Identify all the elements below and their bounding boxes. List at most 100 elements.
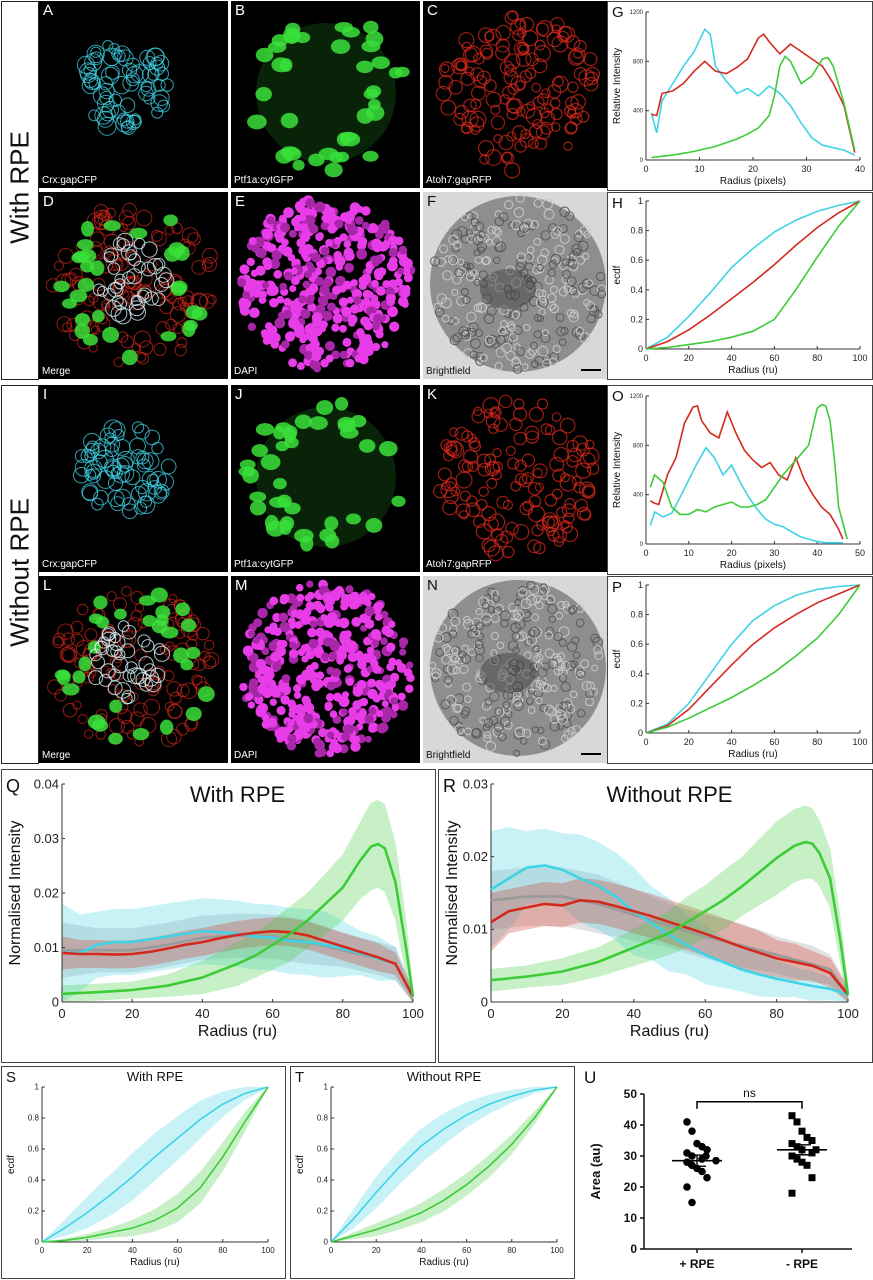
y-tick-label: 0.02 bbox=[34, 885, 59, 900]
series-line-red bbox=[651, 33, 856, 153]
panel-caption: Atoh7:gapRFP bbox=[426, 559, 492, 570]
data-point bbox=[703, 1146, 711, 1154]
data-point bbox=[803, 1161, 811, 1169]
micrograph-n: N Brightfield bbox=[423, 576, 612, 763]
data-point bbox=[798, 1158, 806, 1166]
y-tick-label: 0.04 bbox=[34, 776, 59, 791]
x-tick-label: 80 bbox=[812, 353, 822, 363]
x-tick-label: 20 bbox=[684, 737, 694, 747]
data-point bbox=[688, 1127, 696, 1135]
x-tick-label: 30 bbox=[801, 164, 811, 174]
data-point bbox=[798, 1127, 806, 1135]
y-tick-label: 0.6 bbox=[630, 639, 643, 649]
chart-letter: H bbox=[612, 195, 623, 212]
data-point bbox=[688, 1198, 696, 1207]
panel-letter: M bbox=[235, 577, 248, 594]
panel-caption: Crx:gapCFP bbox=[42, 175, 98, 186]
series-line-cyan bbox=[330, 1086, 558, 1243]
micrograph-a: A Crx:gapCFP bbox=[39, 1, 228, 188]
x-tick-label: 60 bbox=[265, 1006, 279, 1021]
y-tick-label: 0 bbox=[35, 1238, 40, 1247]
series-line-cyan bbox=[645, 584, 861, 734]
chart-letter: G bbox=[612, 4, 624, 21]
data-point bbox=[683, 1183, 691, 1191]
x-tick-label: 50 bbox=[855, 548, 865, 558]
y-tick-label: 0.03 bbox=[34, 831, 59, 846]
micrograph-m: M DAPI bbox=[231, 576, 420, 763]
x-tick-label: 40 bbox=[855, 164, 865, 174]
micrograph-l: L Merge bbox=[39, 576, 228, 763]
y-tick-label: 0.8 bbox=[630, 610, 643, 620]
chart-title: Without RPE bbox=[407, 1069, 482, 1084]
panel-caption: DAPI bbox=[234, 366, 258, 377]
y-tick-label: 400 bbox=[633, 109, 644, 115]
micrograph-d: D Merge bbox=[39, 192, 228, 379]
chart-letter: T bbox=[295, 1069, 304, 1086]
panel-letter: B bbox=[235, 2, 246, 19]
series-line-cyan bbox=[650, 27, 856, 156]
micrograph-e: E DAPI bbox=[231, 192, 420, 379]
y-axis-label: Area (au) bbox=[588, 1143, 603, 1199]
significance-label: ns bbox=[743, 1086, 756, 1100]
chart-r: R 0 20 40 60 80 100 0 0.01 0.02 0.03 Radius (ru) Nor… bbox=[438, 769, 873, 1063]
panel-caption: DAPI bbox=[234, 750, 258, 761]
micrograph-j: J Ptf1a:cytGFP bbox=[231, 385, 420, 572]
x-tick-label: 60 bbox=[462, 1246, 471, 1255]
x-tick-label: 40 bbox=[727, 737, 737, 747]
x-axis-label: Radius (ru) bbox=[728, 749, 777, 760]
y-tick-label: 1 bbox=[638, 196, 643, 206]
series-line-green bbox=[490, 840, 850, 995]
chart-u: U 0 10 20 30 40 50 Area (au) + RPE - RPE ns bbox=[582, 1066, 871, 1277]
micrograph-b: B Ptf1a:cytGFP bbox=[231, 1, 420, 188]
data-point bbox=[808, 1174, 816, 1182]
y-tick-label: 0 bbox=[324, 1238, 329, 1247]
x-axis-label: Radius (ru) bbox=[728, 365, 777, 376]
y-tick-label: 0.4 bbox=[28, 1176, 40, 1185]
chart-h: H 0 20 40 60 80 100 0 0.2 0.4 0.6 0.8 1 Radius (ru) ec… bbox=[607, 192, 873, 380]
data-point bbox=[788, 1140, 796, 1148]
x-tick-label: 30 bbox=[769, 548, 779, 558]
panel-letter: L bbox=[43, 577, 52, 594]
series-line-green bbox=[651, 55, 856, 159]
y-tick-label: 20 bbox=[624, 1180, 638, 1194]
y-tick-label: 30 bbox=[624, 1149, 638, 1163]
y-axis-label: ecdf bbox=[295, 1155, 306, 1174]
y-tick-label: 0.4 bbox=[630, 669, 643, 679]
x-tick-label: 0 bbox=[643, 737, 648, 747]
panel-letter: J bbox=[235, 386, 243, 403]
y-tick-label: 0 bbox=[638, 728, 643, 738]
x-tick-label: 100 bbox=[852, 353, 867, 363]
y-tick-label: 0 bbox=[640, 158, 644, 164]
x-tick-label: 40 bbox=[812, 548, 822, 558]
x-axis-label: Radius (ru) bbox=[630, 1023, 709, 1040]
chart-letter: P bbox=[612, 579, 622, 596]
y-tick-label: 0.6 bbox=[630, 255, 643, 265]
x-tick-label: 80 bbox=[336, 1006, 350, 1021]
panel-letter: C bbox=[427, 2, 438, 19]
x-tick-label: 40 bbox=[128, 1246, 137, 1255]
x-tick-label: 0 bbox=[643, 164, 648, 174]
panel-caption: Brightfield bbox=[426, 366, 471, 377]
x-tick-label: 0 bbox=[487, 1006, 494, 1021]
chart-o: O 0 10 20 30 40 50 0 400 800 1200 Radius (pixels) Re… bbox=[607, 385, 873, 575]
chart-p: P 0 20 40 60 80 100 0 0.2 0.4 0.6 0.8 1 Radius (ru) ec… bbox=[607, 576, 873, 764]
chart-title: With RPE bbox=[190, 782, 285, 807]
series-line-green bbox=[41, 1086, 269, 1243]
data-point bbox=[688, 1152, 696, 1160]
panel-letter: D bbox=[43, 193, 54, 210]
panel-caption: Crx:gapCFP bbox=[42, 559, 98, 570]
data-point bbox=[788, 1189, 796, 1197]
panel-letter: I bbox=[43, 386, 48, 403]
x-tick-label: 40 bbox=[195, 1006, 209, 1021]
chart-title: With RPE bbox=[127, 1069, 184, 1084]
x-axis-label: Radius (ru) bbox=[419, 1257, 468, 1268]
y-tick-label: 0.6 bbox=[28, 1145, 40, 1154]
data-point bbox=[788, 1112, 796, 1120]
row-without-rpe bbox=[1, 385, 39, 764]
x-tick-label: 100 bbox=[852, 737, 867, 747]
significance-bracket bbox=[696, 1101, 803, 1109]
x-tick-label: 60 bbox=[769, 353, 779, 363]
x-axis-label: Radius (ru) bbox=[198, 1023, 277, 1040]
y-tick-label: 0.2 bbox=[28, 1207, 40, 1216]
series-line-green bbox=[649, 403, 848, 540]
